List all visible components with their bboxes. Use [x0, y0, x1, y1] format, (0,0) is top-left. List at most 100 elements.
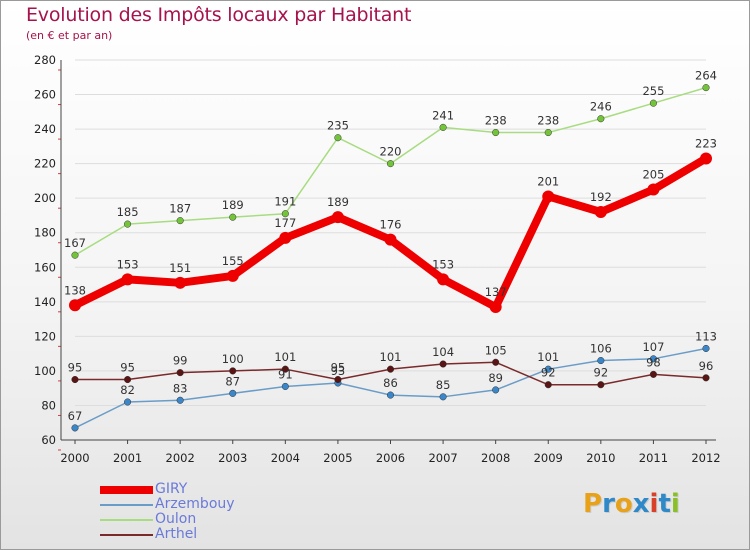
data-label-arzembouy: 106: [590, 342, 612, 356]
data-point-giry: [594, 206, 607, 218]
data-point-arzembouy: [544, 365, 552, 373]
data-point-oulon: [229, 213, 237, 221]
data-label-giry: 192: [590, 190, 612, 204]
data-point-arthel: [439, 360, 447, 368]
y-tick-label: 100: [34, 364, 56, 378]
data-point-arthel: [492, 358, 500, 366]
chart-title: Evolution des Impôts locaux par Habitant: [26, 4, 412, 26]
data-label-arzembouy: 85: [436, 378, 451, 392]
data-label-giry: 189: [327, 195, 349, 209]
data-point-giry: [542, 190, 555, 203]
x-tick-label: 2005: [323, 451, 352, 465]
data-point-oulon: [544, 128, 552, 137]
data-label-giry: 153: [432, 257, 454, 271]
data-point-arzembouy: [649, 355, 657, 363]
data-label-arthel: 99: [173, 354, 188, 368]
data-label-oulon: 185: [117, 205, 139, 219]
data-label-giry: 176: [380, 218, 402, 232]
data-point-arthel: [229, 367, 237, 375]
y-tick-label: 60: [41, 433, 56, 447]
data-label-giry: 205: [642, 168, 664, 182]
data-label-arthel: 95: [68, 361, 83, 375]
x-tick-label: 2002: [166, 451, 195, 465]
data-point-arzembouy: [124, 398, 132, 406]
data-point-arzembouy: [597, 356, 605, 365]
data-label-giry: 223: [695, 136, 717, 150]
data-point-oulon: [124, 220, 132, 228]
data-point-arthel: [281, 365, 289, 373]
series-lines: [69, 84, 712, 432]
x-tick-label: 2009: [534, 451, 563, 465]
data-point-giry: [279, 231, 292, 244]
data-label-oulon: 238: [537, 114, 559, 128]
y-tick-label: 240: [34, 122, 56, 136]
logo-letter: P: [583, 489, 603, 519]
data-point-oulon: [597, 115, 605, 123]
data-point-arzembouy: [702, 344, 710, 353]
legend-label: Oulon: [155, 511, 197, 527]
grid-lines: [75, 59, 706, 406]
data-point-arzembouy: [386, 391, 395, 399]
data-label-arzembouy: 82: [120, 383, 135, 397]
data-label-giry: 153: [117, 257, 139, 271]
data-point-oulon: [649, 99, 657, 107]
data-point-oulon: [386, 160, 395, 168]
data-point-giry: [384, 233, 397, 246]
data-point-oulon: [176, 217, 184, 225]
data-point-giry: [174, 276, 187, 289]
data-label-giry: 138: [64, 283, 86, 297]
data-point-giry: [437, 273, 450, 286]
data-label-oulon: 241: [432, 108, 454, 122]
y-tick-label: 140: [34, 295, 56, 309]
data-label-arthel: 101: [274, 350, 296, 364]
y-tick-label: 220: [34, 157, 56, 171]
y-tick-label: 180: [34, 226, 56, 240]
legend-label: GIRY: [155, 481, 188, 497]
data-label-arthel: 104: [432, 345, 454, 359]
data-point-giry: [489, 301, 502, 313]
data-point-arzembouy: [492, 386, 500, 394]
data-label-giry: 151: [169, 261, 191, 275]
logo-letter: i: [670, 489, 680, 519]
data-label-oulon: 167: [64, 236, 86, 250]
data-point-arzembouy: [439, 393, 447, 401]
chart-subtitle: (en € et par an): [26, 29, 113, 42]
data-point-arthel: [597, 381, 605, 389]
legend-label: Arzembouy: [155, 496, 235, 512]
x-tick-label: 2006: [376, 451, 405, 465]
proxiti-logo: Proxiti: [583, 489, 680, 519]
data-label-arzembouy: 86: [383, 376, 398, 390]
data-point-arzembouy: [229, 389, 237, 397]
data-point-giry: [226, 269, 239, 282]
data-label-arzembouy: 101: [537, 350, 559, 364]
y-tick-label: 80: [41, 398, 56, 412]
data-label-oulon: 246: [590, 100, 612, 114]
data-point-arthel: [334, 375, 342, 384]
data-point-arthel: [176, 369, 184, 377]
data-label-arthel: 100: [222, 352, 244, 366]
data-point-giry: [700, 152, 712, 165]
data-point-arthel: [649, 370, 657, 378]
data-point-oulon: [334, 134, 342, 142]
data-point-arzembouy: [71, 424, 79, 432]
data-label-oulon: 255: [642, 84, 664, 98]
data-point-arthel: [702, 374, 710, 382]
legend-label: Arthel: [155, 526, 198, 542]
data-label-oulon: 235: [327, 119, 349, 133]
data-point-oulon: [492, 128, 500, 137]
legend-swatch: [100, 534, 153, 536]
x-tick-label: 2001: [113, 451, 142, 465]
data-label-arzembouy: 91: [278, 367, 293, 381]
y-tick-label: 120: [34, 329, 56, 343]
x-tick-label: 2012: [691, 451, 720, 465]
data-point-arthel: [386, 365, 395, 373]
logo-letter: o: [614, 489, 633, 519]
x-tick-label: 2007: [428, 451, 457, 465]
data-label-oulon: 191: [274, 195, 296, 209]
data-label-arthel: 95: [120, 361, 135, 375]
y-tick-label: 280: [34, 53, 56, 67]
data-point-arzembouy: [281, 382, 289, 391]
legend-swatch: [100, 504, 153, 506]
data-label-giry: 177: [274, 216, 296, 230]
